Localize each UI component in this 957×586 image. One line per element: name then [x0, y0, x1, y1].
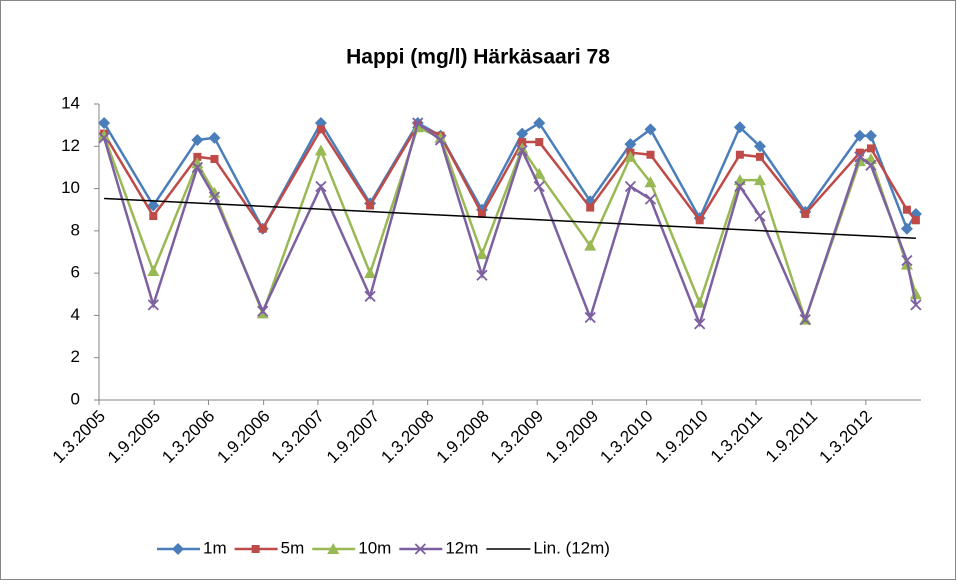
legend-marker	[414, 543, 426, 555]
marker	[801, 209, 810, 218]
marker	[902, 205, 911, 214]
legend-label: 1m	[203, 538, 227, 557]
marker	[191, 161, 204, 174]
marker	[753, 140, 766, 153]
marker	[477, 209, 486, 218]
marker	[316, 125, 325, 134]
marker	[147, 299, 159, 311]
marker	[644, 176, 657, 188]
marker	[900, 222, 913, 235]
marker	[853, 129, 866, 142]
y-tick-label: 2	[71, 347, 80, 366]
y-tick-label: 10	[61, 178, 80, 197]
marker	[257, 305, 269, 317]
marker	[533, 180, 545, 193]
legend-label: 12m	[445, 538, 478, 557]
marker	[753, 174, 766, 186]
y-tick-label: 6	[71, 263, 80, 282]
marker	[695, 216, 704, 225]
marker	[910, 299, 922, 311]
legend: 1m 5m 10m 12m Lin. (12m)	[157, 538, 610, 557]
marker	[735, 150, 744, 159]
marker	[624, 138, 637, 151]
marker	[364, 290, 376, 303]
y-tick-label: 8	[71, 220, 80, 239]
marker	[412, 117, 424, 129]
marker	[98, 132, 110, 144]
marker	[855, 148, 864, 157]
marker	[533, 167, 546, 179]
marker	[865, 159, 877, 171]
marker	[434, 134, 447, 146]
marker	[586, 203, 595, 212]
marker	[799, 314, 811, 326]
marker	[258, 224, 267, 233]
marker	[694, 318, 706, 330]
marker	[624, 180, 637, 193]
legend-marker	[172, 543, 184, 555]
marker	[533, 117, 546, 130]
marker	[208, 131, 221, 144]
marker	[646, 150, 655, 159]
marker	[733, 121, 746, 134]
marker	[191, 133, 204, 146]
marker	[518, 138, 527, 147]
marker	[147, 199, 160, 212]
y-tick-label: 4	[71, 305, 80, 324]
marker	[149, 212, 158, 221]
marker	[644, 123, 657, 136]
marker	[475, 248, 488, 260]
marker	[210, 154, 219, 163]
marker	[147, 265, 160, 277]
marker	[624, 150, 637, 162]
marker	[644, 193, 657, 205]
marker	[584, 239, 597, 251]
marker	[516, 127, 529, 140]
marker	[864, 129, 877, 142]
legend-marker	[327, 543, 340, 554]
legend-label: 10m	[358, 538, 391, 557]
marker	[734, 180, 746, 193]
marker	[364, 267, 377, 279]
trendline	[104, 197, 916, 240]
y-tick-label: 0	[71, 389, 80, 408]
marker	[901, 254, 913, 267]
marker	[98, 117, 111, 130]
marker	[866, 144, 875, 153]
marker	[98, 129, 111, 141]
y-tick-label: 14	[61, 93, 80, 112]
marker	[434, 131, 447, 143]
marker	[754, 210, 766, 222]
marker	[584, 311, 596, 324]
marker	[516, 144, 528, 157]
marker	[755, 152, 764, 161]
marker	[193, 152, 202, 161]
y-tick-label: 12	[61, 136, 80, 155]
marker	[366, 201, 375, 210]
marker	[535, 138, 544, 147]
marker	[314, 144, 327, 156]
marker	[693, 296, 706, 308]
legend-label: 5m	[281, 538, 305, 557]
marker	[476, 269, 488, 281]
marker	[315, 180, 327, 193]
legend-label: Lin. (12m)	[533, 538, 610, 557]
chart-title: Happi (mg/l) Härkäsaari 78	[346, 46, 610, 69]
marker	[208, 191, 221, 203]
marker	[909, 288, 922, 300]
marker	[911, 216, 920, 225]
marker	[854, 151, 866, 163]
legend-marker	[251, 545, 260, 553]
